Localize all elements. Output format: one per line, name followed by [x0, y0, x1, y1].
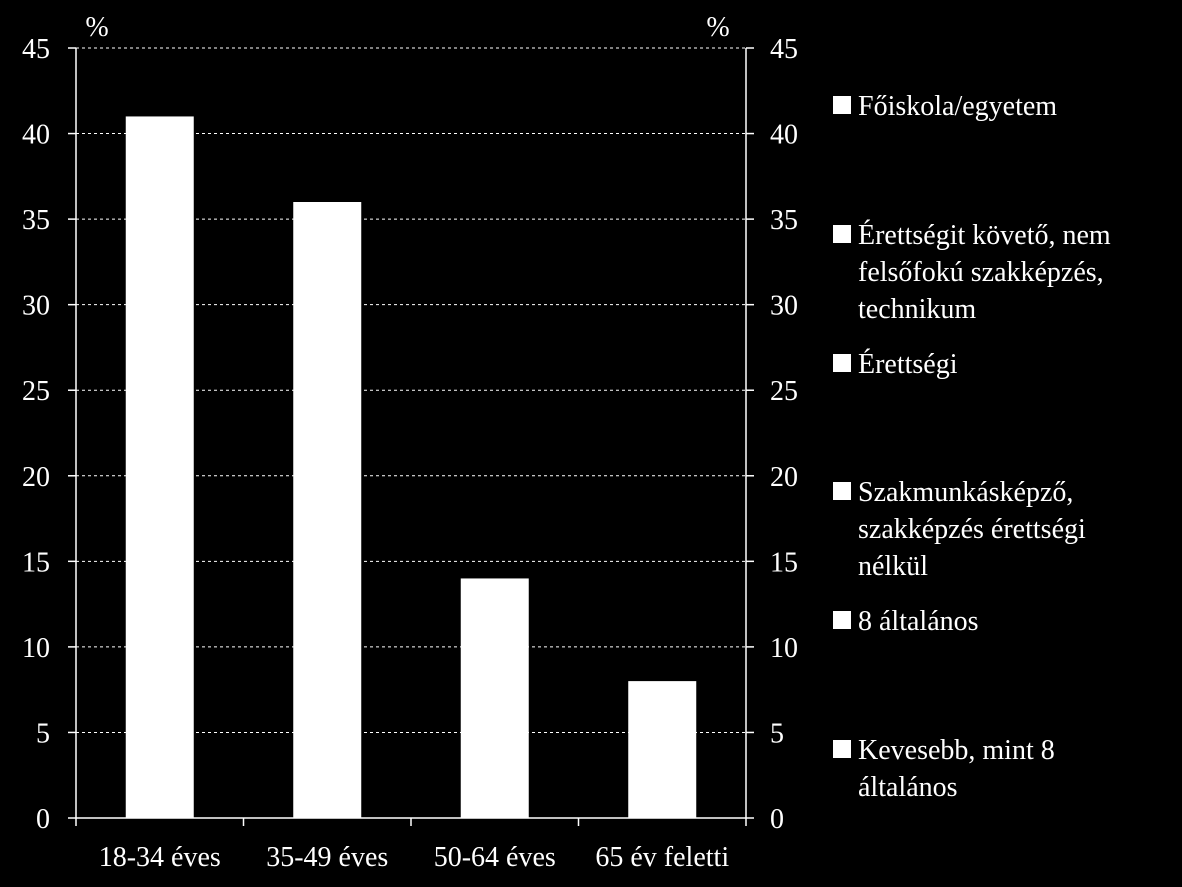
x-tick-label: 65 év feletti	[595, 842, 729, 873]
y-tick-label-right: 30	[770, 291, 798, 322]
y-tick-label-left: 35	[22, 205, 50, 236]
legend-swatch	[833, 96, 851, 114]
y-tick-label-left: 10	[22, 633, 50, 664]
bar	[125, 116, 194, 818]
bars	[125, 116, 697, 818]
x-tick-label: 50-64 éves	[434, 842, 556, 873]
y-tick-label-left: 30	[22, 291, 50, 322]
legend-label: Kevesebb, mint 8	[858, 735, 1055, 766]
y-axis-left-unit: %	[85, 12, 108, 43]
y-tick-label-left: 25	[22, 376, 50, 407]
legend-label: Érettségit követő, nem	[858, 220, 1111, 251]
legend-label: Érettségi	[858, 349, 958, 380]
y-tick-label-left: 5	[36, 718, 50, 749]
legend-label: szakképzés érettségi	[858, 514, 1086, 545]
legend-item: Kevesebb, mint 8 általános	[833, 735, 1055, 803]
y-tick-label-right: 10	[770, 633, 798, 664]
y-axis-right-unit: %	[706, 12, 729, 43]
legend-item: Szakmunkásképző, szakképzés érettségi nélk…	[833, 477, 1086, 582]
legend-label: nélkül	[858, 551, 928, 582]
legend-label: Főiskola/egyetem	[858, 91, 1057, 122]
y-tick-label-right: 5	[770, 718, 784, 749]
x-tick-label: 18-34 éves	[99, 842, 221, 873]
x-axis-ticks: 18-34 éves 35-49 éves 50-64 éves 65 év fele…	[99, 842, 730, 873]
y-tick-label-left: 45	[22, 34, 50, 65]
y-tick-label-right: 20	[770, 462, 798, 493]
bar	[460, 578, 529, 818]
x-tick-label: 35-49 éves	[266, 842, 388, 873]
legend-item: Érettségit követő, nem felsőfokú szakképz…	[833, 220, 1111, 325]
legend-label: Szakmunkásképző,	[858, 477, 1073, 508]
bar	[293, 202, 362, 818]
y-tick-label-right: 15	[770, 547, 798, 578]
axes	[68, 47, 754, 826]
y-tick-label-right: 40	[770, 120, 798, 151]
legend-item: 8 általános	[833, 606, 979, 637]
y-tick-label-right: 25	[770, 376, 798, 407]
legend-label: 8 általános	[858, 606, 979, 637]
bar	[628, 681, 697, 818]
y-axis-right-ticks: 0 5 10 15 20 25 30 35 40 45	[770, 34, 798, 835]
legend-swatch	[833, 354, 851, 372]
y-tick-label-left: 40	[22, 120, 50, 151]
y-tick-label-left: 20	[22, 462, 50, 493]
y-axis-left-ticks: 0 5 10 15 20 25 30 35 40 45	[22, 34, 50, 835]
y-tick-label-right: 0	[770, 804, 784, 835]
legend-swatch	[833, 482, 851, 500]
legend-swatch	[833, 740, 851, 758]
y-tick-label-right: 45	[770, 34, 798, 65]
legend-label: felsőfokú szakképzés,	[858, 257, 1104, 288]
legend-item: Érettségi	[833, 349, 958, 380]
legend-swatch	[833, 611, 851, 629]
y-tick-label-right: 35	[770, 205, 798, 236]
legend-label: technikum	[858, 294, 976, 325]
y-tick-label-left: 0	[36, 804, 50, 835]
legend-label: általános	[858, 772, 958, 803]
legend: Főiskola/egyetem Érettségit követő, nem fe…	[833, 91, 1111, 803]
y-tick-label-left: 15	[22, 547, 50, 578]
legend-item: Főiskola/egyetem	[833, 91, 1057, 122]
legend-swatch	[833, 225, 851, 243]
